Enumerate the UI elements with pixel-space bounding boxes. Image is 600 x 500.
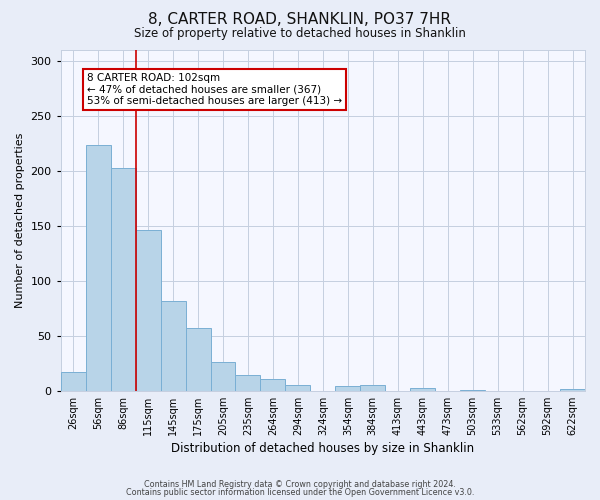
Bar — [361, 386, 385, 391]
Text: 8 CARTER ROAD: 102sqm
← 47% of detached houses are smaller (367)
53% of semi-det: 8 CARTER ROAD: 102sqm ← 47% of detached … — [87, 73, 342, 106]
Bar — [61, 372, 86, 391]
Bar — [136, 230, 161, 391]
Y-axis label: Number of detached properties: Number of detached properties — [15, 132, 25, 308]
Bar — [86, 144, 110, 391]
Bar — [260, 378, 286, 391]
Text: Contains public sector information licensed under the Open Government Licence v3: Contains public sector information licen… — [126, 488, 474, 497]
Bar — [335, 386, 361, 391]
Bar — [110, 168, 136, 391]
Bar — [286, 386, 310, 391]
Text: Size of property relative to detached houses in Shanklin: Size of property relative to detached ho… — [134, 28, 466, 40]
Bar — [211, 362, 235, 391]
Bar — [410, 388, 435, 391]
Bar — [185, 328, 211, 391]
Bar — [161, 300, 185, 391]
Text: Contains HM Land Registry data © Crown copyright and database right 2024.: Contains HM Land Registry data © Crown c… — [144, 480, 456, 489]
Bar — [560, 388, 585, 391]
X-axis label: Distribution of detached houses by size in Shanklin: Distribution of detached houses by size … — [171, 442, 475, 455]
Bar — [235, 376, 260, 391]
Bar — [460, 390, 485, 391]
Text: 8, CARTER ROAD, SHANKLIN, PO37 7HR: 8, CARTER ROAD, SHANKLIN, PO37 7HR — [149, 12, 452, 28]
